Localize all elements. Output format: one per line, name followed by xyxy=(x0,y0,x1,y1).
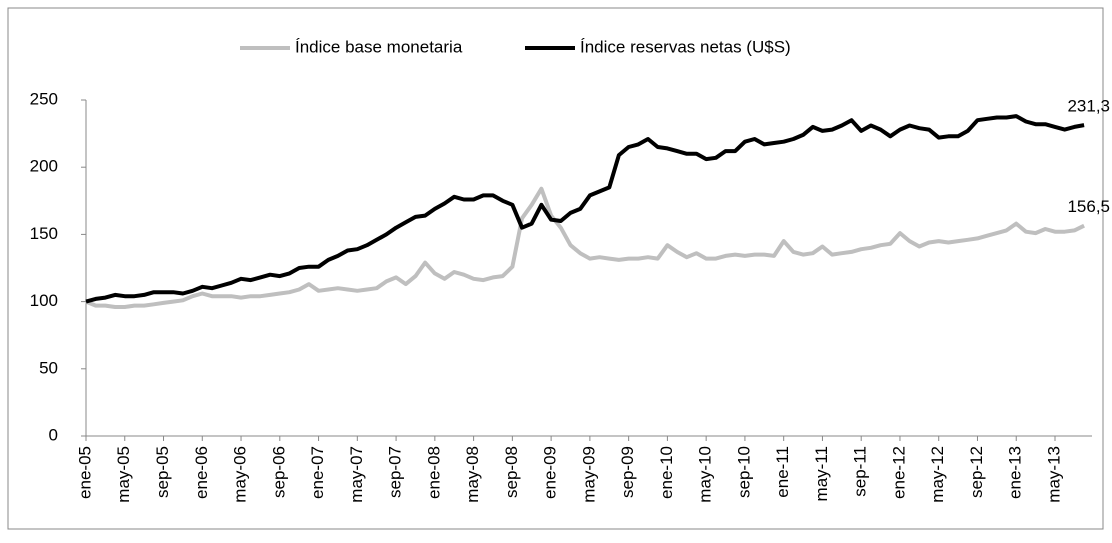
y-tick-label: 200 xyxy=(30,157,58,176)
x-tick-label: ene-08 xyxy=(424,446,443,499)
x-tick-label: sep-05 xyxy=(153,446,172,498)
y-tick-label: 150 xyxy=(30,224,58,243)
data-label: 231,3 xyxy=(1067,97,1110,116)
y-tick-label: 50 xyxy=(39,358,58,377)
x-tick-label: ene-06 xyxy=(192,446,211,499)
x-tick-label: ene-11 xyxy=(773,446,792,498)
chart-frame xyxy=(7,7,1104,530)
legend-label: Índice reservas netas (U$S) xyxy=(580,37,791,56)
line-series xyxy=(85,186,1085,309)
x-tick-label: may-10 xyxy=(696,446,715,503)
x-tick-label: sep-06 xyxy=(269,446,288,498)
x-tick-label: may-11 xyxy=(812,446,831,501)
x-tick-label: may-12 xyxy=(928,446,947,503)
y-tick-label: 250 xyxy=(30,89,58,108)
x-tick-label: ene-07 xyxy=(308,446,327,499)
x-tick-label: ene-10 xyxy=(657,446,676,499)
line-series xyxy=(85,114,1085,304)
x-tick-label: may-09 xyxy=(579,446,598,503)
x-tick-label: sep-11 xyxy=(851,446,870,497)
x-tick-label: may-08 xyxy=(463,446,482,503)
data-label: 156,5 xyxy=(1067,197,1110,216)
x-tick-label: sep-10 xyxy=(734,446,753,498)
x-tick-label: may-05 xyxy=(114,446,133,503)
x-tick-label: ene-13 xyxy=(1006,446,1025,499)
x-tick-label: ene-09 xyxy=(541,446,560,499)
x-tick-label: may-13 xyxy=(1044,446,1063,503)
x-tick-label: ene-12 xyxy=(889,446,908,499)
x-tick-label: sep-09 xyxy=(618,446,637,498)
y-tick-label: 100 xyxy=(30,291,58,310)
x-tick-label: sep-07 xyxy=(386,446,405,498)
x-tick-label: ene-05 xyxy=(75,446,94,499)
x-tick-label: sep-08 xyxy=(502,446,521,498)
x-tick-label: may-07 xyxy=(347,446,366,503)
x-tick-label: may-06 xyxy=(231,446,250,503)
x-tick-label: sep-12 xyxy=(967,446,986,498)
legend-label: Índice base monetaria xyxy=(295,37,463,56)
y-tick-label: 0 xyxy=(49,425,58,444)
